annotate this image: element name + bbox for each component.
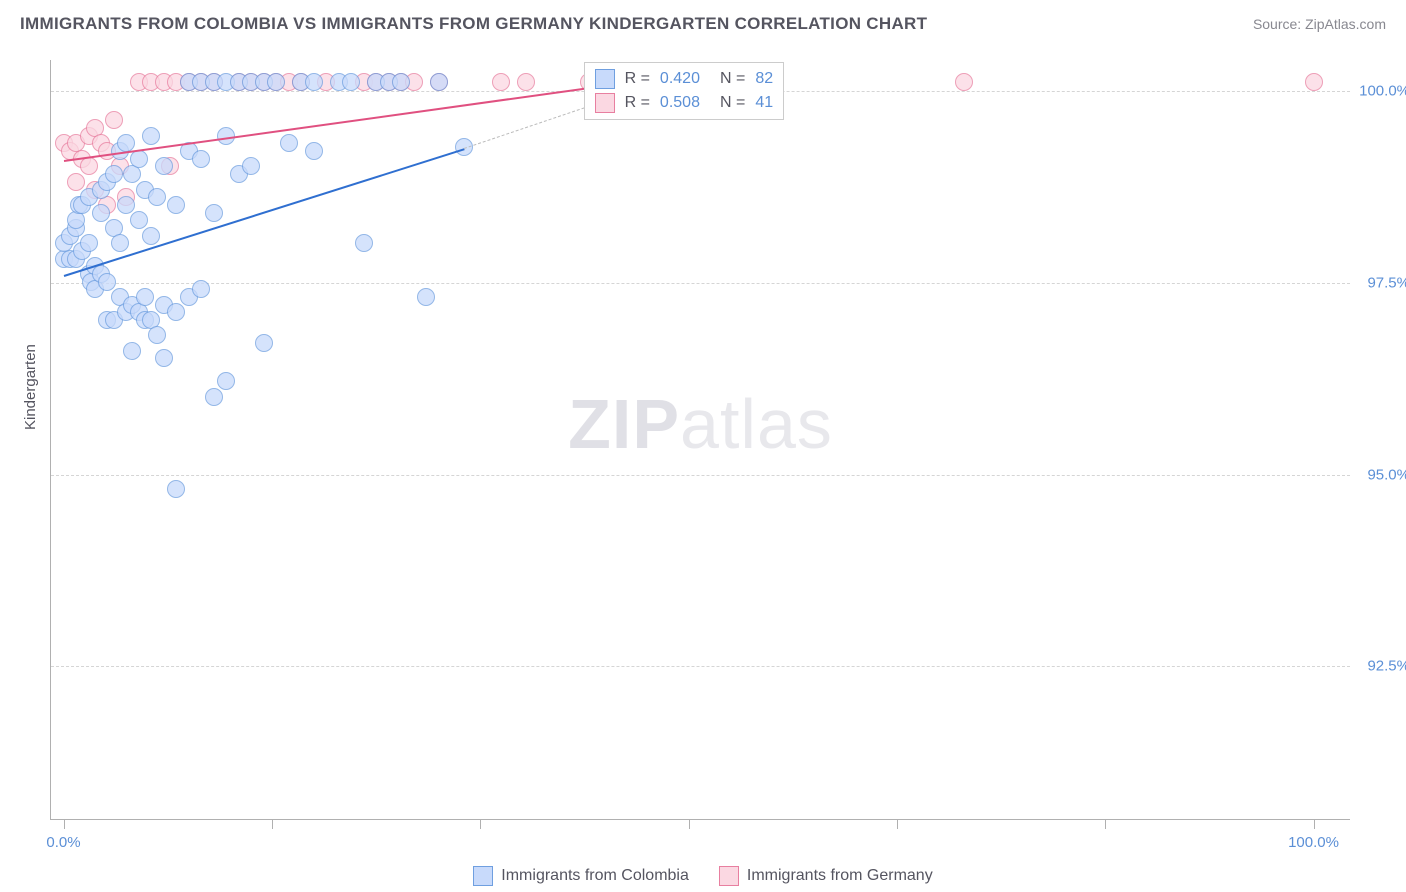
data-point-colombia xyxy=(92,204,110,222)
y-tick-label: 92.5% xyxy=(1355,658,1406,675)
data-point-germany xyxy=(80,157,98,175)
data-point-colombia xyxy=(155,349,173,367)
data-point-colombia xyxy=(205,204,223,222)
gridline xyxy=(51,475,1350,476)
data-point-colombia xyxy=(167,303,185,321)
data-point-colombia xyxy=(148,326,166,344)
data-point-colombia xyxy=(167,480,185,498)
plot-area: ZIPatlas 92.5%95.0%97.5%100.0%0.0%100.0%… xyxy=(50,60,1350,820)
legend-label-colombia: Immigrants from Colombia xyxy=(501,867,689,885)
legend-item-colombia: Immigrants from Colombia xyxy=(473,866,689,886)
data-point-colombia xyxy=(192,150,210,168)
trend-line xyxy=(63,87,588,162)
data-point-colombia xyxy=(267,73,285,91)
x-tick xyxy=(272,819,273,829)
y-tick-label: 100.0% xyxy=(1355,82,1406,99)
data-point-colombia xyxy=(80,234,98,252)
x-tick xyxy=(1314,819,1315,829)
data-point-germany xyxy=(105,111,123,129)
stats-r-label: R = xyxy=(625,94,650,112)
y-axis-title: Kindergarten xyxy=(22,344,39,430)
bottom-legend: Immigrants from Colombia Immigrants from… xyxy=(0,866,1406,886)
data-point-colombia xyxy=(305,142,323,160)
source-label: Source: ZipAtlas.com xyxy=(1253,16,1386,32)
data-point-colombia xyxy=(142,127,160,145)
x-tick-label-max: 100.0% xyxy=(1288,834,1339,851)
data-point-colombia xyxy=(117,196,135,214)
data-point-colombia xyxy=(123,165,141,183)
stats-row-germany: R = 0.508 N = 41 xyxy=(595,91,774,115)
gridline xyxy=(51,666,1350,667)
data-point-colombia xyxy=(167,196,185,214)
stats-n-label: N = xyxy=(720,70,745,88)
data-point-germany xyxy=(67,173,85,191)
legend-swatch-colombia xyxy=(473,866,493,886)
stats-n-value: 41 xyxy=(755,94,773,112)
watermark-rest: atlas xyxy=(680,385,833,463)
stats-row-colombia: R = 0.420 N = 82 xyxy=(595,67,774,91)
data-point-colombia xyxy=(205,388,223,406)
data-point-colombia xyxy=(192,280,210,298)
y-tick-label: 97.5% xyxy=(1355,274,1406,291)
data-point-colombia xyxy=(142,227,160,245)
data-point-colombia xyxy=(255,334,273,352)
data-point-colombia xyxy=(217,372,235,390)
data-point-germany xyxy=(1305,73,1323,91)
stats-r-value: 0.508 xyxy=(660,94,700,112)
data-point-colombia xyxy=(155,157,173,175)
y-tick-label: 95.0% xyxy=(1355,466,1406,483)
data-point-colombia xyxy=(67,211,85,229)
data-point-colombia xyxy=(98,273,116,291)
watermark: ZIPatlas xyxy=(568,384,833,464)
data-point-colombia xyxy=(148,188,166,206)
data-point-colombia xyxy=(430,73,448,91)
data-point-germany xyxy=(955,73,973,91)
data-point-colombia xyxy=(355,234,373,252)
data-point-colombia xyxy=(417,288,435,306)
stats-r-label: R = xyxy=(625,70,650,88)
data-point-colombia xyxy=(111,234,129,252)
x-tick-label-min: 0.0% xyxy=(46,834,80,851)
data-point-colombia xyxy=(130,211,148,229)
data-point-colombia xyxy=(305,73,323,91)
chart-title: IMMIGRANTS FROM COLOMBIA VS IMMIGRANTS F… xyxy=(20,14,927,34)
legend-swatch-germany xyxy=(719,866,739,886)
data-point-colombia xyxy=(123,342,141,360)
stats-r-value: 0.420 xyxy=(660,70,700,88)
trend-line xyxy=(463,106,588,149)
legend-label-germany: Immigrants from Germany xyxy=(747,867,933,885)
x-tick xyxy=(1105,819,1106,829)
data-point-colombia xyxy=(392,73,410,91)
data-point-colombia xyxy=(342,73,360,91)
stats-swatch xyxy=(595,69,615,89)
stats-n-label: N = xyxy=(720,94,745,112)
x-tick xyxy=(64,819,65,829)
legend-item-germany: Immigrants from Germany xyxy=(719,866,933,886)
x-tick xyxy=(480,819,481,829)
x-tick xyxy=(897,819,898,829)
x-tick xyxy=(689,819,690,829)
stats-swatch xyxy=(595,93,615,113)
stats-box: R = 0.420 N = 82 R = 0.508 N = 41 xyxy=(584,62,785,120)
gridline xyxy=(51,283,1350,284)
stats-n-value: 82 xyxy=(755,70,773,88)
data-point-colombia xyxy=(242,157,260,175)
data-point-germany xyxy=(517,73,535,91)
watermark-bold: ZIP xyxy=(568,385,680,463)
data-point-colombia xyxy=(105,165,123,183)
data-point-colombia xyxy=(280,134,298,152)
data-point-germany xyxy=(492,73,510,91)
data-point-colombia xyxy=(136,288,154,306)
